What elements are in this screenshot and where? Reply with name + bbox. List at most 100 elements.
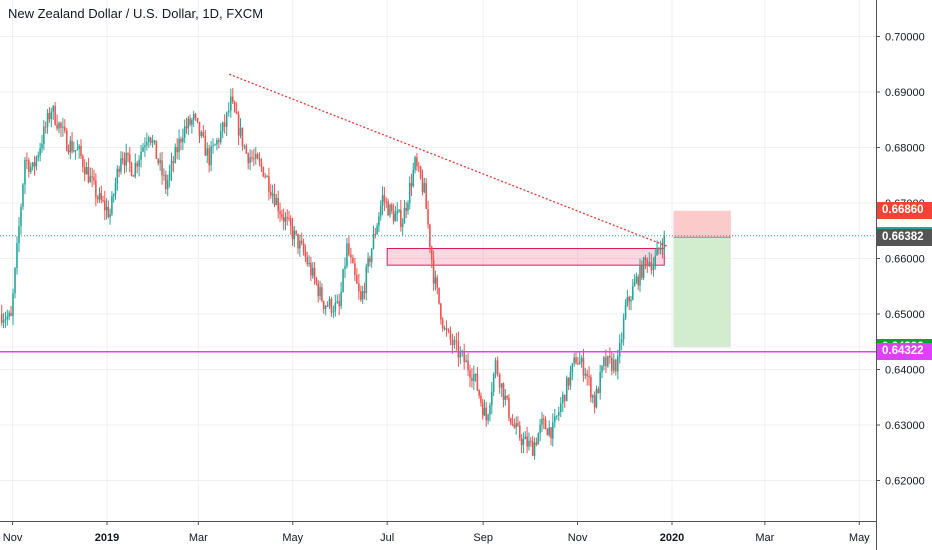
candle-body	[125, 152, 128, 166]
candle-body	[372, 234, 375, 249]
candle-body	[142, 147, 144, 152]
candle-body	[130, 163, 133, 176]
candle-body	[140, 151, 142, 160]
candle-body	[567, 377, 570, 386]
candle-body	[436, 277, 439, 288]
candle-body	[630, 299, 632, 302]
candle-body	[52, 106, 55, 112]
candle-body	[116, 168, 119, 184]
candle-body	[548, 427, 550, 436]
candle-body	[128, 154, 131, 164]
candle-body	[369, 258, 371, 263]
candle-body	[365, 266, 368, 293]
candle-body	[18, 226, 20, 244]
candle-body	[354, 263, 356, 275]
candle-body	[289, 218, 292, 227]
candle-body	[24, 159, 26, 185]
candle-body	[249, 157, 251, 163]
candle-body	[530, 440, 532, 442]
candle-body	[481, 402, 484, 416]
candle-body	[82, 156, 84, 167]
candle-body	[202, 132, 205, 137]
candle-body	[50, 111, 53, 120]
candle-body	[44, 126, 47, 128]
candle-body	[153, 140, 156, 142]
candle-body	[663, 235, 666, 250]
candle-body	[550, 427, 552, 439]
x-tick-label: Nov	[3, 532, 23, 544]
candle-body	[601, 365, 603, 373]
candle-body	[275, 198, 278, 206]
candle-body	[103, 200, 106, 211]
candle-body	[230, 96, 232, 111]
candle-body	[457, 341, 460, 358]
candle-body	[332, 311, 335, 313]
candle-body	[233, 102, 236, 112]
candle-body	[262, 167, 265, 177]
candle-body	[178, 138, 180, 153]
candle-body	[277, 198, 280, 212]
candle-body	[471, 377, 473, 381]
candle-body	[506, 395, 508, 398]
candle-body	[216, 139, 218, 145]
candle-body	[658, 247, 660, 250]
candle-body	[336, 301, 339, 303]
candle-body	[221, 122, 224, 132]
candle-body	[518, 425, 521, 439]
candle-body	[12, 293, 14, 316]
candle-body	[256, 154, 259, 159]
candle-body	[328, 298, 331, 306]
candle-body	[374, 234, 377, 236]
candle-body	[266, 176, 268, 178]
candle-body	[451, 339, 454, 345]
candle-body	[528, 440, 530, 447]
candle-body	[286, 217, 289, 219]
x-tick-label: 2020	[660, 532, 684, 544]
candle-body	[62, 126, 64, 128]
candle-body	[637, 276, 640, 286]
candle-body	[26, 159, 28, 161]
candle-body	[394, 213, 397, 222]
x-tick-label: May	[282, 532, 303, 544]
candle-body	[526, 436, 528, 447]
candle-body	[396, 211, 399, 214]
candle-body	[16, 243, 18, 269]
candle-body	[223, 122, 226, 127]
candle-body	[326, 305, 329, 307]
candle-body	[163, 174, 165, 176]
candle-body	[83, 166, 86, 175]
candle-body	[443, 327, 446, 329]
candle-body	[489, 405, 491, 415]
candle-body	[147, 137, 150, 142]
candle-body	[20, 206, 22, 227]
candle-body	[95, 180, 97, 198]
candle-body	[449, 330, 452, 340]
x-tick-label: Jul	[380, 532, 394, 544]
y-tick-label: 0.68000	[885, 143, 925, 155]
candle-body	[93, 177, 95, 181]
candle-body	[383, 195, 386, 202]
candle-body	[478, 390, 480, 396]
candle-body	[613, 359, 615, 371]
price-tag: 0.64322	[877, 343, 932, 361]
candle-body	[123, 160, 126, 166]
candle-body	[299, 240, 301, 249]
candle-body	[414, 157, 416, 170]
candle-body	[206, 148, 209, 156]
candle-body	[588, 375, 590, 378]
candle-body	[69, 140, 72, 153]
candle-body	[578, 361, 581, 365]
candle-body	[2, 320, 5, 323]
y-tick-label: 0.70000	[885, 32, 925, 44]
candle-body	[661, 247, 664, 250]
candle-body	[6, 316, 9, 320]
candle-body	[121, 158, 124, 161]
candle-body	[204, 136, 207, 156]
candle-body	[196, 117, 199, 122]
candle-body	[279, 211, 281, 215]
candle-body	[64, 126, 66, 131]
candle-body	[60, 122, 62, 128]
candle-body	[370, 248, 373, 263]
candle-body	[46, 113, 49, 127]
